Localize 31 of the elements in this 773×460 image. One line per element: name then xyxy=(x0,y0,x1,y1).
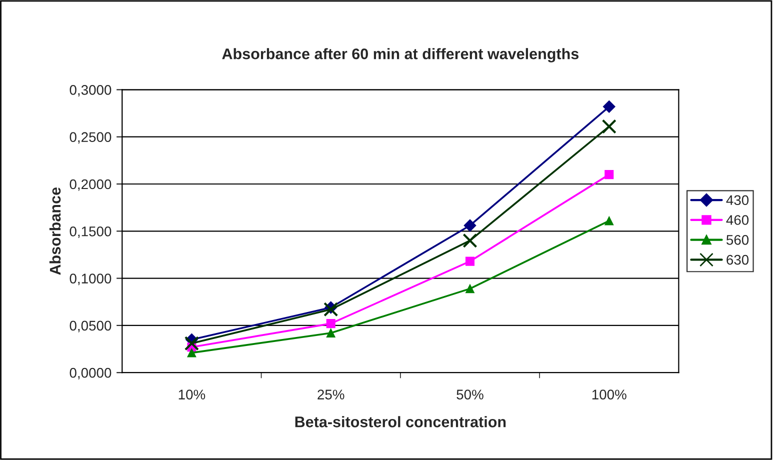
chart-title: Absorbance after 60 min at different wavelengths xyxy=(222,48,579,62)
legend-label: 560 xyxy=(726,234,749,245)
point xyxy=(326,319,336,328)
y-axis-title: Absorbance xyxy=(49,188,61,275)
point xyxy=(462,233,478,248)
point xyxy=(464,219,476,232)
point xyxy=(465,256,474,266)
point xyxy=(184,336,199,351)
point xyxy=(324,302,338,317)
y-tick-label: 0,1500 xyxy=(70,226,112,238)
y-tick-label: 0,1000 xyxy=(70,274,112,286)
legend-label: 460 xyxy=(726,215,749,225)
x-axis-title: Beta-sitosterol concentration xyxy=(295,416,506,428)
point xyxy=(465,284,474,294)
point xyxy=(326,328,336,338)
x-tick-label: 100% xyxy=(592,390,626,400)
x-tick-label: 50% xyxy=(456,390,484,400)
legend-label: 630 xyxy=(726,254,749,265)
y-tick-label: 0,3000 xyxy=(70,85,112,97)
legend-label: 430 xyxy=(726,195,749,206)
point xyxy=(604,170,614,180)
y-tick-label: 0,0500 xyxy=(70,320,112,332)
point xyxy=(602,119,616,134)
y-tick-label: 0,2000 xyxy=(70,179,112,191)
point xyxy=(187,348,196,358)
point xyxy=(604,216,614,226)
x-tick-label: 10% xyxy=(178,390,206,400)
y-tick-label: 0,2500 xyxy=(70,132,112,144)
point xyxy=(602,100,616,113)
x-tick-label: 25% xyxy=(318,390,344,400)
y-tick-label: 0,0000 xyxy=(70,368,112,380)
